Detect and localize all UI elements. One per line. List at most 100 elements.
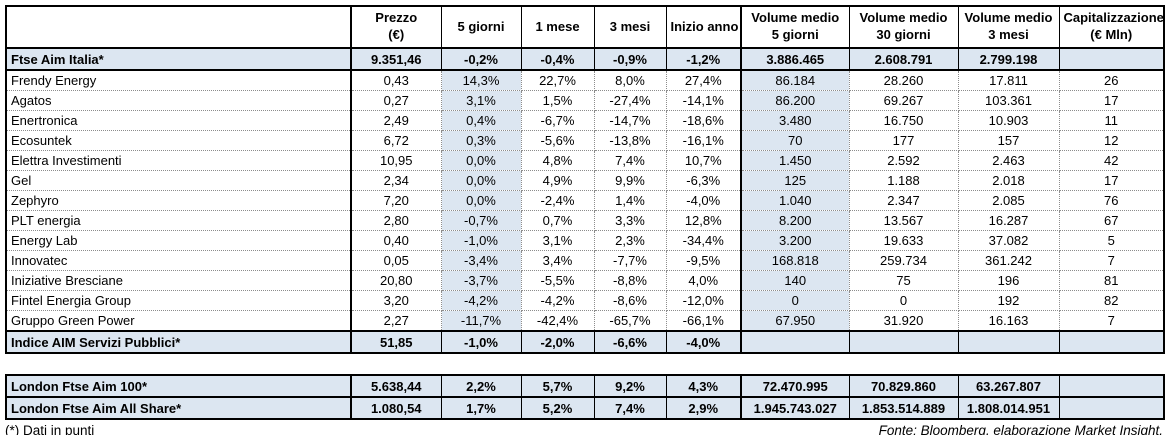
- value-cell: 1.188: [848, 170, 959, 191]
- value-cell: 0,40: [350, 230, 442, 251]
- value-cell: -1,0%: [440, 230, 522, 251]
- value-cell: -0,2%: [440, 47, 522, 71]
- value-cell: -14,1%: [665, 90, 742, 111]
- stock-row: Energy Lab 0,40 -1,0% 3,1% 2,3% -34,4% 3.200 19…: [5, 230, 1165, 251]
- value-cell: 82: [1058, 290, 1165, 311]
- column-header-label: Capitalizzazione: [1063, 10, 1164, 26]
- value-cell: 17: [1058, 90, 1165, 111]
- value-cell: 28.260: [848, 69, 959, 91]
- value-cell: 2,80: [350, 210, 442, 231]
- value-cell: -8,8%: [593, 270, 667, 291]
- value-cell: -4,2%: [520, 290, 595, 311]
- value-cell: -11,7%: [440, 310, 522, 332]
- column-header-sublabel: 30 giorni: [876, 27, 931, 42]
- value-cell: [848, 330, 959, 354]
- value-cell: 2,3%: [593, 230, 667, 251]
- value-cell: 20,80: [350, 270, 442, 291]
- value-cell: -5,6%: [520, 130, 595, 151]
- value-cell: 2,49: [350, 110, 442, 131]
- value-cell: -14,7%: [593, 110, 667, 131]
- value-cell: 76: [1058, 190, 1165, 211]
- value-cell: 103.361: [957, 90, 1060, 111]
- stock-row: Agatos 0,27 3,1% 1,5% -27,4% -14,1% 86.200 69.2…: [5, 90, 1165, 111]
- value-cell: 7,20: [350, 190, 442, 211]
- stock-row: Elettra Investimenti 10,95 0,0% 4,8% 7,4% 10,…: [5, 150, 1165, 171]
- value-cell: 3,4%: [520, 250, 595, 271]
- value-cell: 0,4%: [440, 110, 522, 131]
- value-cell: -6,7%: [520, 110, 595, 131]
- column-header-cell: Inizio anno: [665, 5, 742, 49]
- aim-italia-table: Prezzo (€) 5 giorni 1 mese 3 mesi Inizio anno…: [5, 5, 1165, 354]
- value-cell: 16.163: [957, 310, 1060, 332]
- value-cell: 70.829.860: [848, 374, 959, 398]
- column-header-label: Volume medio: [751, 10, 840, 26]
- value-cell: -27,4%: [593, 90, 667, 111]
- value-cell: -16,1%: [665, 130, 742, 151]
- column-header-cell: Volume medio 30 giorni: [848, 5, 959, 49]
- value-cell: 5,7%: [520, 374, 595, 398]
- value-cell: 19.633: [848, 230, 959, 251]
- value-cell: 1.040: [740, 190, 850, 211]
- value-cell: 3.480: [740, 110, 850, 131]
- column-header-cell: Capitalizzazione (€ Mln): [1058, 5, 1165, 49]
- value-cell: 8,0%: [593, 69, 667, 91]
- value-cell: [740, 330, 850, 354]
- value-cell: 3,1%: [520, 230, 595, 251]
- value-cell: 3.886.465: [740, 47, 850, 71]
- value-cell: 86.200: [740, 90, 850, 111]
- index-row: Indice AIM Servizi Pubblici* 51,85 -1,0% -2…: [5, 330, 1165, 354]
- value-cell: 1.808.014.951: [957, 396, 1060, 420]
- value-cell: 2.347: [848, 190, 959, 211]
- column-header-sublabel: 3 mesi: [988, 27, 1029, 42]
- value-cell: 8.200: [740, 210, 850, 231]
- value-cell: -18,6%: [665, 110, 742, 131]
- column-header-label: 1 mese: [535, 18, 580, 34]
- value-cell: 7,4%: [593, 396, 667, 420]
- value-cell: -4,0%: [665, 330, 742, 354]
- value-cell: 2.592: [848, 150, 959, 171]
- value-cell: 10,95: [350, 150, 442, 171]
- value-cell: 63.267.807: [957, 374, 1060, 398]
- value-cell: 67.950: [740, 310, 850, 332]
- value-cell: 2,9%: [665, 396, 742, 420]
- value-cell: 125: [740, 170, 850, 191]
- column-header-sublabel: (€): [388, 27, 405, 42]
- row-name-cell: Agatos: [5, 90, 352, 111]
- value-cell: -12,0%: [665, 290, 742, 311]
- table-gap-spacer: [5, 354, 1170, 374]
- value-cell: 9.351,46: [350, 47, 442, 71]
- value-cell: 17.811: [957, 69, 1060, 91]
- corner-header-cell: [5, 5, 352, 49]
- value-cell: -34,4%: [665, 230, 742, 251]
- value-cell: 7: [1058, 250, 1165, 271]
- row-name-cell: PLT energia: [5, 210, 352, 231]
- value-cell: 3.200: [740, 230, 850, 251]
- column-header-sublabel: 5 giorni: [771, 27, 819, 42]
- value-cell: 0,05: [350, 250, 442, 271]
- footer: (*) Dati in punti Fonte: Bloomberg, elab…: [5, 423, 1163, 435]
- value-cell: 37.082: [957, 230, 1060, 251]
- value-cell: 140: [740, 270, 850, 291]
- value-cell: 157: [957, 130, 1060, 151]
- value-cell: -7,7%: [593, 250, 667, 271]
- value-cell: 72.470.995: [740, 374, 850, 398]
- value-cell: -4,2%: [440, 290, 522, 311]
- index-row: London Ftse Aim 100* 5.638,44 2,2% 5,7% 9,2%…: [5, 374, 1165, 398]
- value-cell: 67: [1058, 210, 1165, 231]
- london-table-body: London Ftse Aim 100* 5.638,44 2,2% 5,7% 9,2%…: [5, 374, 1165, 420]
- value-cell: 4,9%: [520, 170, 595, 191]
- column-header-label: Inizio anno: [670, 18, 739, 34]
- value-cell: -1,0%: [440, 330, 522, 354]
- column-header-cell: Prezzo (€): [350, 5, 442, 49]
- value-cell: 1.853.514.889: [848, 396, 959, 420]
- main-table-body: Ftse Aim Italia* 9.351,46 -0,2% -0,4% -0,9% -…: [5, 47, 1165, 354]
- value-cell: 0,3%: [440, 130, 522, 151]
- value-cell: [1058, 330, 1165, 354]
- value-cell: 26: [1058, 69, 1165, 91]
- row-name-cell: Ecosuntek: [5, 130, 352, 151]
- value-cell: 1.945.743.027: [740, 396, 850, 420]
- stock-row: Ecosuntek 6,72 0,3% -5,6% -13,8% -16,1% 70 177 1…: [5, 130, 1165, 151]
- value-cell: 13.567: [848, 210, 959, 231]
- source-note: Fonte: Bloomberg, elaborazione Market In…: [878, 423, 1163, 435]
- value-cell: 177: [848, 130, 959, 151]
